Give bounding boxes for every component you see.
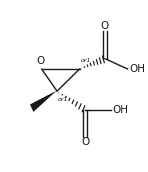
Polygon shape	[30, 90, 57, 112]
Text: O: O	[36, 56, 44, 66]
Text: OH: OH	[129, 64, 145, 74]
Text: O: O	[81, 137, 89, 147]
Text: O: O	[101, 21, 109, 31]
Text: or1: or1	[80, 58, 91, 63]
Text: or1: or1	[58, 97, 68, 102]
Text: OH: OH	[112, 105, 128, 115]
